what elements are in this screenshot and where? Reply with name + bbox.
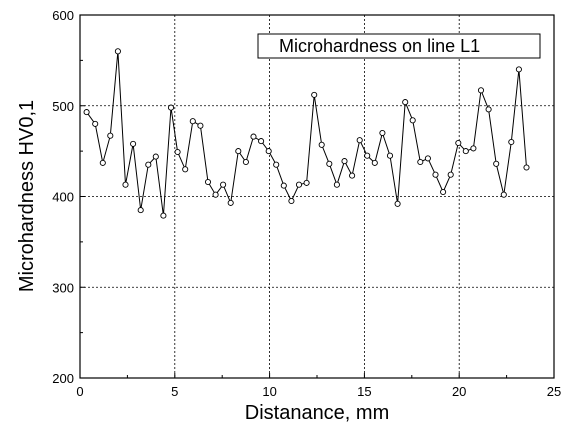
data-point — [83, 109, 90, 116]
data-point — [167, 104, 175, 111]
data-point — [130, 140, 137, 147]
legend-label: Microhardness on line L1 — [279, 36, 480, 56]
data-point — [303, 179, 310, 186]
data-point — [204, 178, 212, 186]
data-point — [250, 133, 257, 140]
data-point — [424, 155, 431, 162]
data-point — [265, 148, 272, 155]
grid-lines — [80, 15, 554, 378]
data-point — [137, 207, 144, 214]
x-tick-label: 20 — [452, 384, 466, 399]
y-tick-label: 500 — [52, 99, 74, 114]
data-point — [212, 191, 219, 198]
data-point — [462, 148, 469, 155]
legend-box: Microhardness on line L1 — [257, 33, 541, 59]
data-point — [235, 148, 242, 155]
data-point — [417, 158, 424, 166]
x-tick-label: 15 — [357, 384, 371, 399]
data-point — [174, 148, 181, 156]
data-point — [402, 99, 409, 106]
data-point — [99, 159, 106, 166]
data-point — [394, 200, 401, 207]
data-point — [326, 160, 333, 167]
data-point — [311, 91, 318, 98]
data-point — [288, 197, 295, 205]
tick-labels: 0 5 10 15 20 25 200 300 400 500 600 — [52, 8, 561, 399]
x-tick-label: 5 — [171, 384, 178, 399]
data-point — [440, 188, 447, 196]
data-point — [122, 181, 129, 188]
data-point — [333, 181, 340, 188]
data-point — [280, 182, 287, 189]
data-point — [349, 172, 356, 179]
data-point — [92, 120, 99, 127]
data-point — [500, 191, 507, 198]
data-point — [364, 152, 371, 159]
data-point — [242, 158, 249, 166]
data-point — [160, 212, 167, 219]
data-point — [220, 181, 227, 188]
data-point — [114, 48, 121, 55]
data-point — [515, 66, 522, 73]
data-point — [523, 164, 530, 171]
data-point — [356, 137, 363, 144]
data-point — [189, 118, 196, 125]
y-tick-label: 200 — [52, 371, 74, 386]
data-point — [447, 171, 454, 178]
data-point — [295, 181, 303, 188]
data-point — [477, 87, 485, 94]
data-point — [182, 166, 189, 173]
data-point — [227, 199, 234, 206]
data-point — [107, 132, 114, 139]
x-tick-label: 0 — [76, 384, 83, 399]
data-point — [432, 171, 439, 178]
series-line — [86, 51, 527, 216]
x-axis-title: Distanance, mm — [245, 402, 390, 424]
x-tick-label: 10 — [262, 384, 276, 399]
data-point — [508, 138, 515, 146]
data-point — [371, 159, 378, 166]
data-point — [493, 160, 500, 167]
y-axis-title: Microhardness HV0,1 — [16, 100, 38, 292]
data-point — [273, 161, 280, 168]
legend-frame — [257, 33, 541, 59]
y-tick-label: 400 — [52, 190, 74, 205]
data-point — [455, 139, 462, 147]
y-tick-label: 600 — [52, 8, 74, 23]
data-point — [145, 161, 152, 168]
x-tick-label: 25 — [547, 384, 561, 399]
data-point — [152, 153, 159, 160]
data-point — [485, 106, 492, 113]
data-point — [197, 122, 204, 129]
series-group — [83, 48, 530, 219]
plot-frame — [79, 14, 555, 379]
data-point — [341, 158, 348, 165]
data-point — [409, 117, 416, 124]
y-tick-label: 300 — [52, 280, 74, 295]
data-point — [379, 129, 386, 137]
data-point — [258, 138, 265, 145]
data-point — [386, 152, 394, 159]
data-point — [318, 141, 325, 148]
data-point — [470, 145, 477, 152]
